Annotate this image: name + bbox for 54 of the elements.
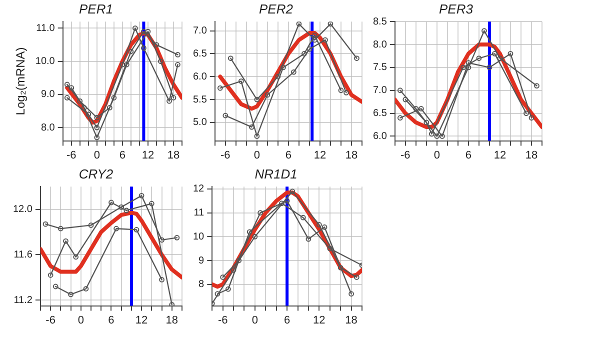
x-tick-label: 0 xyxy=(78,314,84,326)
chart-title: PER2 xyxy=(259,1,294,16)
x-tick-label: 18 xyxy=(167,149,180,162)
x-tick-label: 6 xyxy=(108,314,114,326)
y-tick-label: 8.5 xyxy=(372,16,388,28)
y-tick-label: 8 xyxy=(198,279,205,290)
y-tick-label: 9.0 xyxy=(40,89,56,100)
x-tick-label: 6 xyxy=(284,314,290,326)
y-tick-label: 5.0 xyxy=(192,117,208,128)
y-tick-label: 6.0 xyxy=(372,130,388,142)
x-tick-label: 0 xyxy=(434,149,440,162)
x-tick-label: -6 xyxy=(66,149,76,162)
x-tick-label: 18 xyxy=(166,314,178,326)
x-tick-label: -6 xyxy=(218,314,228,326)
x-tick-label: -6 xyxy=(220,149,230,162)
x-tick-label: -6 xyxy=(46,314,56,326)
x-tick-label: 18 xyxy=(345,314,358,326)
y-tick-label: 7.5 xyxy=(372,62,388,74)
x-tick-label: -6 xyxy=(400,149,410,162)
x-tick-label: 18 xyxy=(345,149,358,162)
x-tick-label: 12 xyxy=(142,149,154,162)
x-tick-label: 18 xyxy=(525,149,538,162)
y-tick-label: 8.0 xyxy=(40,122,56,134)
chart-title: CRY2 xyxy=(78,166,114,182)
y-tick-label: 12 xyxy=(193,184,205,195)
x-tick-label: 12 xyxy=(494,149,506,162)
y-tick-label: 11 xyxy=(194,208,205,219)
chart-title: PER3 xyxy=(439,1,474,16)
y-tick-label: 9 xyxy=(198,255,205,266)
y-tick-label: 10.0 xyxy=(35,56,56,68)
y-tick-label: 6.0 xyxy=(192,71,208,82)
x-tick-label: 12 xyxy=(135,314,148,326)
y-tick-label: 10 xyxy=(193,231,205,242)
chart-title: PER1 xyxy=(79,1,113,16)
x-tick-label: 0 xyxy=(254,149,260,162)
y-tick-label: 7.0 xyxy=(372,85,388,96)
y-tick-label: 11.6 xyxy=(14,249,33,260)
x-tick-label: 6 xyxy=(285,149,292,162)
y-tick-label: 8.0 xyxy=(372,39,388,50)
y-axis-title: Log₂(mRNA) xyxy=(14,47,28,116)
y-tick-label: 12.0 xyxy=(12,204,33,216)
chart-title: NR1D1 xyxy=(254,166,298,182)
y-tick-label: 6.5 xyxy=(372,108,388,120)
x-tick-label: 0 xyxy=(94,149,100,162)
y-tick-label: 11.0 xyxy=(36,22,56,34)
y-tick-label: 7.0 xyxy=(192,26,208,37)
y-tick-label: 5.5 xyxy=(192,94,208,106)
x-tick-label: 12 xyxy=(313,314,326,326)
x-tick-label: 0 xyxy=(252,314,258,326)
x-tick-label: 12 xyxy=(314,149,326,162)
y-tick-label: 6.5 xyxy=(192,48,208,60)
y-tick-label: 11.2 xyxy=(14,294,33,306)
x-tick-label: 6 xyxy=(465,149,472,162)
x-tick-label: 6 xyxy=(119,149,126,162)
